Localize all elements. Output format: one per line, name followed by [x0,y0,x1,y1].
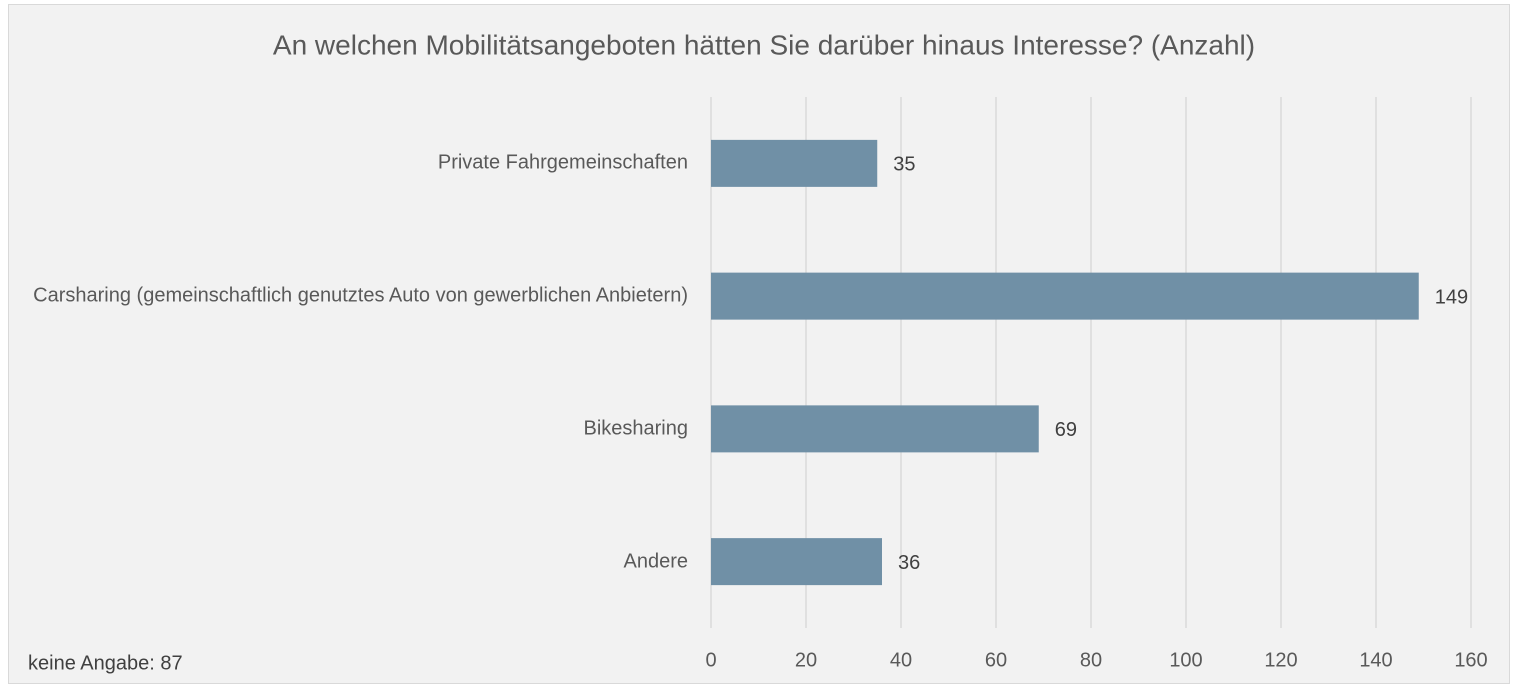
y-tick-label: Andere [623,550,689,573]
x-tick-label: 120 [1264,649,1297,671]
data-label: 35 [893,154,915,176]
bar [711,538,882,586]
data-label: 149 [1435,286,1468,308]
x-tick-label: 80 [1080,649,1102,671]
chart-title: An welchen Mobilitätsangeboten hätten Si… [273,29,1255,60]
y-tick-label: Carsharing (gemeinschaftlich genutztes A… [33,284,688,307]
bar [711,272,1419,320]
y-tick-label: Private Fahrgemeinschaften [437,151,688,174]
data-label: 36 [898,552,920,574]
annotation: keine Angabe: 87 [28,652,183,674]
x-tick-label: 20 [795,649,817,671]
x-tick-label: 100 [1169,649,1202,671]
y-tick-label: Bikesharing [583,417,688,440]
x-tick-label: 0 [705,649,716,671]
x-tick-label: 160 [1454,649,1487,671]
data-label: 69 [1055,419,1077,441]
x-tick-label: 140 [1359,649,1392,671]
x-tick-label: 60 [985,649,1007,671]
x-tick-label: 40 [890,649,912,671]
bar [711,405,1039,453]
bar [711,139,878,187]
